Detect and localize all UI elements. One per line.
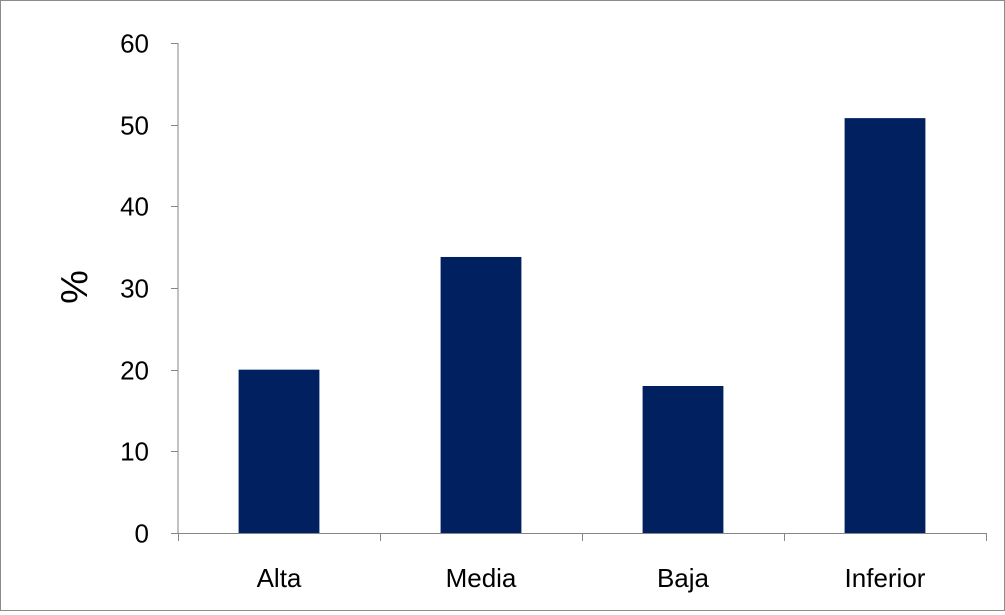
y-tick-label: 40 bbox=[120, 192, 149, 222]
y-tick-label: 10 bbox=[120, 437, 149, 467]
x-tick-label: Baja bbox=[657, 563, 710, 593]
y-tick-label: 30 bbox=[120, 274, 149, 304]
bar-alta bbox=[238, 369, 320, 533]
y-tick-label: 50 bbox=[120, 111, 149, 141]
y-axis: 0 10 20 30 40 50 60 bbox=[120, 29, 179, 549]
y-tick-label: 0 bbox=[135, 519, 149, 549]
x-tick-label: Inferior bbox=[845, 563, 926, 593]
y-axis-title: % bbox=[54, 270, 96, 304]
x-tick-label: Alta bbox=[257, 563, 302, 593]
bar-baja bbox=[642, 386, 724, 533]
x-axis: Alta Media Baja Inferior bbox=[178, 533, 987, 593]
y-tick-label: 20 bbox=[120, 356, 149, 386]
bar-inferior bbox=[844, 118, 926, 533]
plot-area bbox=[238, 118, 926, 533]
bar-media bbox=[440, 256, 522, 533]
y-tick-label: 60 bbox=[120, 29, 149, 59]
x-tick-label: Media bbox=[446, 563, 517, 593]
